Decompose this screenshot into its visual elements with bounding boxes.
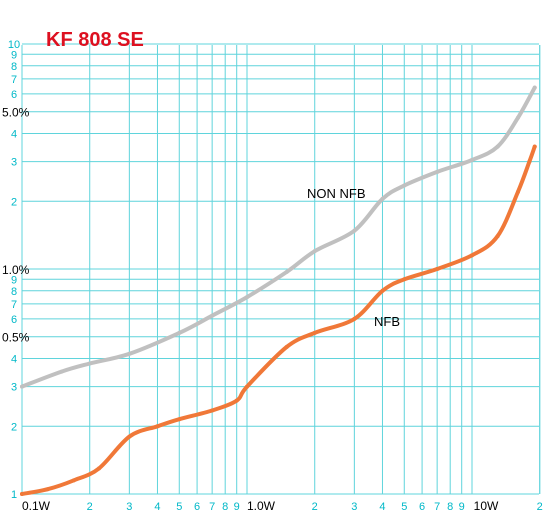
data-point bbox=[210, 408, 215, 413]
y-tick-label: 1 bbox=[11, 489, 17, 501]
x-tick-label: 6 bbox=[419, 501, 425, 513]
x-tick-label: 4 bbox=[379, 501, 385, 513]
data-point bbox=[402, 277, 407, 282]
data-point bbox=[245, 384, 249, 389]
data-point bbox=[87, 361, 92, 366]
data-point bbox=[284, 345, 289, 350]
data-point bbox=[515, 115, 520, 120]
data-point bbox=[127, 434, 132, 439]
x-tick-label: 3 bbox=[351, 501, 357, 513]
data-point bbox=[532, 85, 537, 90]
y-tick-label: 10 bbox=[8, 39, 20, 51]
y-percent-label: 0.5% bbox=[2, 331, 30, 345]
y-tick-label: 7 bbox=[11, 299, 17, 311]
x-tick-label: 7 bbox=[209, 501, 215, 513]
x-tick-label: 6 bbox=[194, 501, 200, 513]
y-tick-label: 4 bbox=[11, 354, 17, 366]
data-point bbox=[470, 253, 474, 258]
y-tick-label: 2 bbox=[11, 196, 17, 208]
x-major-label: 10W bbox=[474, 499, 499, 513]
x-axis-ticks: 2 3 4 5 6 7 8 9 2 3 4 5 6 7 8 9 20.1W 1.0W 10W bbox=[22, 499, 543, 513]
data-point bbox=[470, 158, 474, 163]
data-point bbox=[20, 492, 24, 496]
data-point bbox=[312, 330, 317, 335]
y-tick-label: 3 bbox=[11, 382, 17, 394]
x-tick-label: 2 bbox=[537, 501, 543, 513]
data-point bbox=[45, 487, 50, 492]
data-point bbox=[59, 369, 64, 374]
y-percent-label: 5.0% bbox=[2, 106, 30, 120]
data-point bbox=[234, 398, 239, 403]
series-line-non-nfb bbox=[20, 85, 537, 389]
data-point bbox=[435, 169, 440, 174]
x-tick-label: 3 bbox=[126, 501, 132, 513]
data-point bbox=[20, 384, 24, 389]
x-tick-label: 2 bbox=[87, 501, 93, 513]
series-line-nfb bbox=[20, 144, 537, 496]
x-major-label: 0.1W bbox=[22, 499, 51, 513]
y-tick-label: 7 bbox=[11, 74, 17, 86]
data-point bbox=[97, 466, 102, 471]
x-tick-label: 8 bbox=[222, 501, 228, 513]
data-point bbox=[380, 196, 385, 201]
data-point bbox=[284, 269, 289, 274]
data-point bbox=[527, 159, 532, 164]
data-point bbox=[352, 228, 357, 233]
y-tick-label: 6 bbox=[11, 314, 17, 326]
data-point bbox=[155, 424, 160, 429]
data-point bbox=[177, 417, 182, 422]
x-tick-label: 4 bbox=[154, 501, 160, 513]
x-tick-label: 5 bbox=[176, 501, 182, 513]
chart-title: KF 808 SE bbox=[46, 29, 144, 51]
series-lines bbox=[20, 85, 537, 496]
y-tick-label: 6 bbox=[11, 89, 17, 101]
y-tick-label: 3 bbox=[11, 157, 17, 169]
data-point bbox=[245, 295, 249, 300]
data-point bbox=[352, 316, 357, 321]
series-label-non-nfb: NON NFB bbox=[307, 186, 366, 201]
data-point bbox=[495, 234, 500, 239]
y-tick-label: 8 bbox=[11, 286, 17, 298]
grid bbox=[21, 43, 541, 495]
y-tick-label: 9 bbox=[11, 49, 17, 61]
y-tick-label: 2 bbox=[11, 421, 17, 433]
x-tick-label: 9 bbox=[234, 501, 240, 513]
data-point bbox=[380, 288, 385, 293]
data-point bbox=[312, 249, 317, 254]
x-tick-label: 8 bbox=[447, 501, 453, 513]
data-point bbox=[177, 330, 182, 335]
x-tick-label: 7 bbox=[434, 501, 440, 513]
data-point bbox=[127, 351, 132, 356]
data-point bbox=[435, 267, 440, 271]
data-point bbox=[71, 478, 76, 483]
x-tick-label: 2 bbox=[312, 501, 318, 513]
data-point bbox=[402, 183, 407, 188]
x-major-label: 1.0W bbox=[247, 499, 276, 513]
x-tick-label: 5 bbox=[401, 501, 407, 513]
y-tick-label: 4 bbox=[11, 129, 17, 141]
y-percent-label: 1.0% bbox=[2, 263, 30, 277]
y-tick-label: 9 bbox=[11, 274, 17, 286]
data-point bbox=[210, 313, 215, 318]
data-point bbox=[515, 189, 520, 194]
y-tick-label: 8 bbox=[11, 61, 17, 73]
series-label-nfb: NFB bbox=[374, 314, 400, 329]
data-point bbox=[532, 144, 537, 149]
data-point bbox=[495, 144, 500, 149]
x-tick-label: 9 bbox=[459, 501, 465, 513]
